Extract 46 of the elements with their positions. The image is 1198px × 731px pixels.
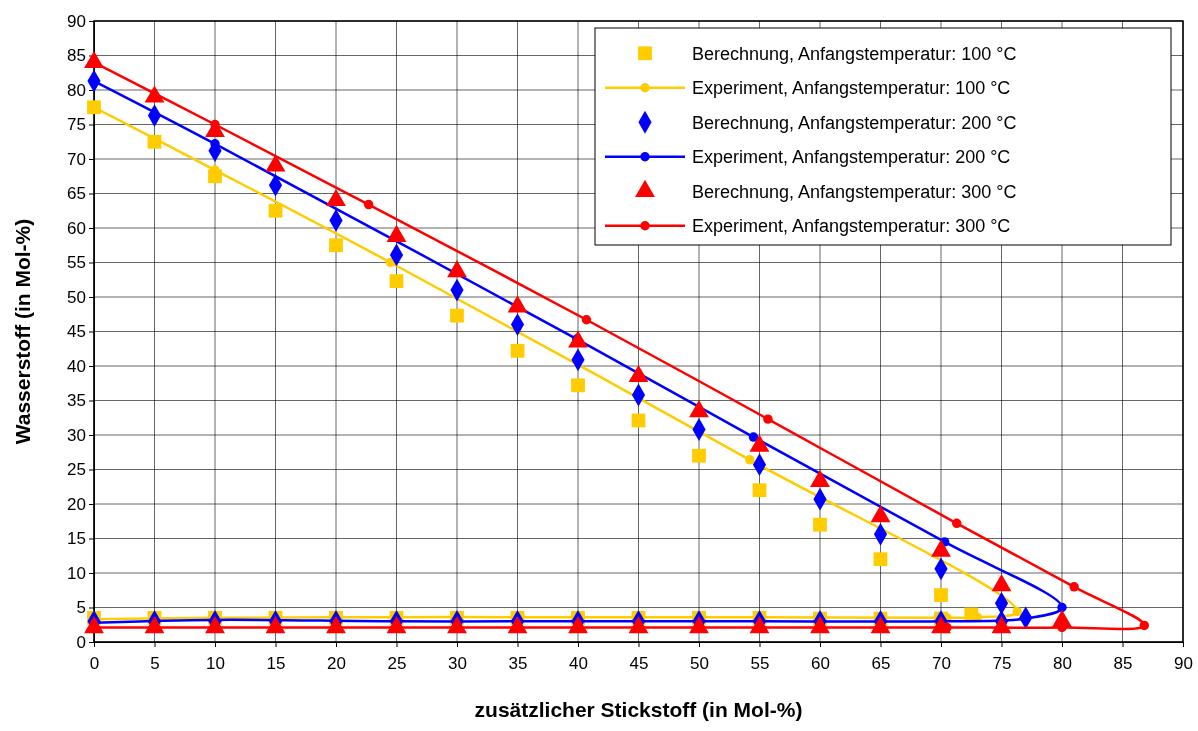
y-tick-label: 30 — [67, 425, 86, 445]
legend-label: Berechnung, Anfangstemperatur: 300 °C — [692, 181, 1017, 202]
legend-label: Experiment, Anfangstemperatur: 100 °C — [692, 78, 1011, 99]
legend-label: Berechnung, Anfangstemperatur: 100 °C — [692, 43, 1017, 64]
x-tick-label: 75 — [992, 653, 1012, 673]
x-tick-label: 40 — [569, 653, 588, 673]
y-tick-label: 35 — [67, 391, 86, 411]
x-tick-label: 20 — [327, 653, 346, 673]
y-tick-label: 80 — [67, 80, 86, 100]
x-tick-label: 70 — [932, 653, 951, 673]
y-tick-label: 90 — [67, 11, 86, 31]
x-tick-label: 50 — [690, 653, 709, 673]
legend-label: Experiment, Anfangstemperatur: 300 °C — [692, 216, 1011, 237]
y-tick-label: 65 — [67, 184, 86, 204]
x-tick-label: 35 — [508, 653, 528, 673]
y-tick-label: 45 — [67, 322, 86, 342]
x-tick-label: 65 — [871, 653, 891, 673]
y-tick-label: 70 — [67, 149, 86, 169]
y-tick-label: 75 — [67, 115, 86, 135]
x-tick-label: 80 — [1053, 653, 1072, 673]
y-tick-label: 55 — [67, 253, 86, 273]
y-tick-label: 15 — [67, 529, 86, 549]
y-tick-label: 40 — [67, 356, 86, 376]
y-tick-label: 10 — [67, 563, 86, 583]
x-tick-label: 55 — [750, 653, 770, 673]
y-tick-label: 60 — [67, 218, 86, 238]
legend-label: Experiment, Anfangstemperatur: 200 °C — [692, 147, 1011, 168]
x-axis-title: zusätzlicher Stickstoff (in Mol-%) — [474, 698, 803, 721]
y-tick-label: 85 — [67, 46, 86, 66]
x-tick-label: 25 — [387, 653, 407, 673]
x-tick-label: 60 — [811, 653, 830, 673]
legend-label: Berechnung, Anfangstemperatur: 200 °C — [692, 112, 1017, 133]
x-tick-label: 30 — [448, 653, 467, 673]
y-tick-label: 0 — [76, 632, 86, 652]
y-axis-title: Wasserstoff (in Mol-%) — [11, 218, 34, 445]
x-tick-label: 90 — [1174, 653, 1193, 673]
x-tick-label: 15 — [266, 653, 286, 673]
x-tick-label: 85 — [1113, 653, 1133, 673]
y-tick-label: 5 — [76, 598, 86, 618]
x-tick-label: 0 — [89, 653, 100, 673]
y-tick-label: 50 — [67, 287, 86, 307]
x-tick-label: 5 — [150, 653, 160, 673]
y-tick-label: 25 — [67, 460, 86, 480]
x-tick-label: 10 — [206, 653, 225, 673]
x-tick-label: 45 — [629, 653, 649, 673]
y-tick-label: 20 — [67, 494, 86, 514]
